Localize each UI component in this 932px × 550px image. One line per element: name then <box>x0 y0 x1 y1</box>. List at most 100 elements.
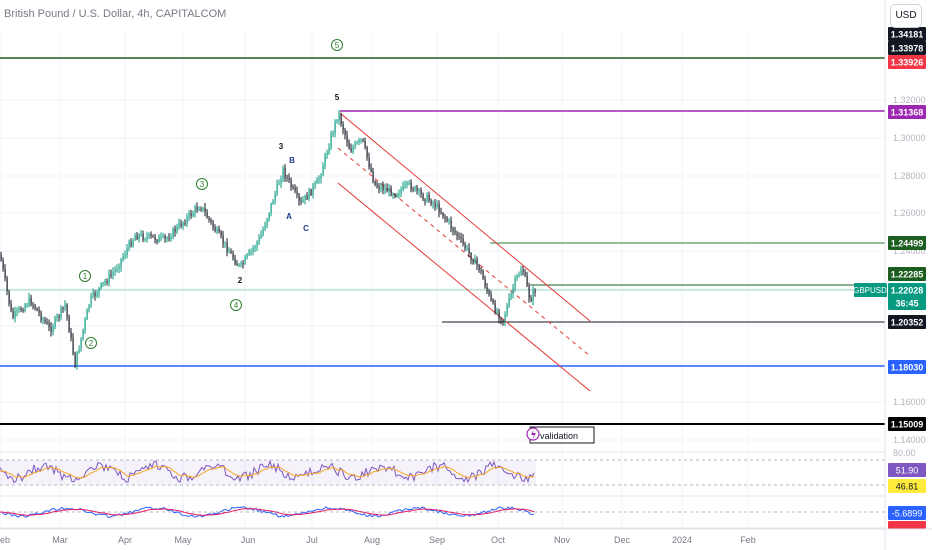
wave-label-circled-3: 3 <box>196 178 208 190</box>
candle-body <box>78 349 80 353</box>
candle-body <box>172 228 174 238</box>
candle-body <box>216 229 218 232</box>
svg-text:2: 2 <box>238 276 243 285</box>
candle-body <box>16 309 18 312</box>
candle-body <box>174 228 176 232</box>
candle-body <box>188 212 190 217</box>
candle-body <box>514 278 516 289</box>
candle-body <box>246 254 248 258</box>
candle-body <box>406 182 408 185</box>
candle-body <box>492 300 494 303</box>
candle-body <box>506 306 508 316</box>
candle-body <box>14 311 16 318</box>
candle-body <box>268 213 270 220</box>
svg-text:-5.6899: -5.6899 <box>892 509 923 519</box>
candle-body <box>444 216 446 219</box>
candle-body <box>204 207 206 213</box>
candle-body <box>128 241 130 249</box>
candle-body <box>144 239 146 241</box>
descending-channel[interactable] <box>337 112 591 392</box>
candle-body <box>316 180 318 183</box>
candle-body <box>260 234 262 238</box>
macd-pane <box>0 495 885 529</box>
time-tick-0: eb <box>0 535 10 545</box>
candle-body <box>320 175 322 180</box>
channel-lower[interactable] <box>337 182 591 392</box>
candle-body <box>330 134 332 148</box>
candle-body <box>488 290 490 295</box>
invalidation-marker[interactable]: validation <box>526 426 595 444</box>
rsi-band <box>0 460 536 485</box>
wave-label-circled-2: 2 <box>85 337 97 349</box>
candle-body <box>526 275 528 286</box>
candle-body <box>124 254 126 257</box>
price-tag-1-20352: 1.20352 <box>888 315 926 329</box>
candle-body <box>88 305 90 310</box>
horizontal-levels[interactable] <box>0 57 885 425</box>
time-tick-7: Sep <box>429 535 445 545</box>
candle-body <box>242 262 244 264</box>
candle-body <box>484 278 486 287</box>
price-tag-1-34181: 1.34181 <box>888 27 926 41</box>
wave-label-circled-4: 4 <box>230 299 242 311</box>
candle-body <box>358 139 360 143</box>
rsi-value-tag: 51.90 <box>888 463 926 477</box>
lightning-bolt <box>531 429 536 440</box>
time-tick-11: 2024 <box>672 535 692 545</box>
candle-body <box>472 259 474 264</box>
channel-median[interactable] <box>337 147 591 357</box>
candle-body <box>474 258 476 264</box>
candle-body <box>416 186 418 192</box>
candle-body <box>8 291 10 304</box>
currency-button[interactable]: USD <box>890 4 922 28</box>
rsi-line <box>0 459 535 484</box>
candle-body <box>398 193 400 195</box>
channel-upper[interactable] <box>339 112 591 322</box>
svg-text:3: 3 <box>279 142 284 151</box>
candle-body <box>298 194 300 201</box>
candle-body <box>350 148 352 152</box>
candle-body <box>498 311 500 319</box>
price-tag-1-31368: 1.31368 <box>888 105 926 119</box>
svg-text:GBPUSD: GBPUSD <box>853 286 887 295</box>
price-axis-tags: 1.34181 1.33978 1.33926 1.31368 1.24499 1.222… <box>853 27 926 529</box>
candle-body <box>470 253 472 260</box>
candle-body <box>388 187 390 192</box>
candle-body <box>178 223 180 227</box>
svg-text:1.15009: 1.15009 <box>891 420 924 430</box>
candle-body <box>0 255 2 261</box>
candle-body <box>292 187 294 189</box>
time-axis[interactable]: eb Mar Apr May Jun Jul Aug Sep Oct Nov Dec 2024 Feb <box>0 528 932 545</box>
svg-text:A: A <box>286 212 292 221</box>
candle-body <box>464 243 466 249</box>
candle-body <box>276 183 278 194</box>
candle-body <box>312 186 314 195</box>
svg-text:1.33926: 1.33926 <box>891 58 924 68</box>
svg-text:1.24499: 1.24499 <box>891 239 924 249</box>
candle-body <box>130 241 132 246</box>
price-tag-1-18030: 1.18030 <box>888 360 926 374</box>
candle-body <box>346 135 348 143</box>
candle-body <box>154 236 156 241</box>
candle-body <box>384 188 386 191</box>
candle-body <box>376 184 378 187</box>
candle-body <box>422 194 424 200</box>
candle-body <box>448 220 450 222</box>
candle-body <box>208 217 210 220</box>
candle-body <box>162 235 164 237</box>
candle-body <box>262 229 264 235</box>
candle-body <box>194 207 196 213</box>
candle-body <box>418 190 420 192</box>
candle-body <box>98 288 100 294</box>
rsi-axis-80: 80.00 <box>893 448 916 458</box>
candle-body <box>402 185 404 190</box>
candle-body <box>396 194 398 197</box>
candle-body <box>158 236 160 242</box>
candle-body <box>282 167 284 180</box>
price-tag-1-33978: 1.33978 <box>888 41 926 55</box>
wave-label-5: 5 <box>335 93 340 102</box>
wave-label-a: A <box>286 212 292 221</box>
candle-body <box>86 309 88 320</box>
